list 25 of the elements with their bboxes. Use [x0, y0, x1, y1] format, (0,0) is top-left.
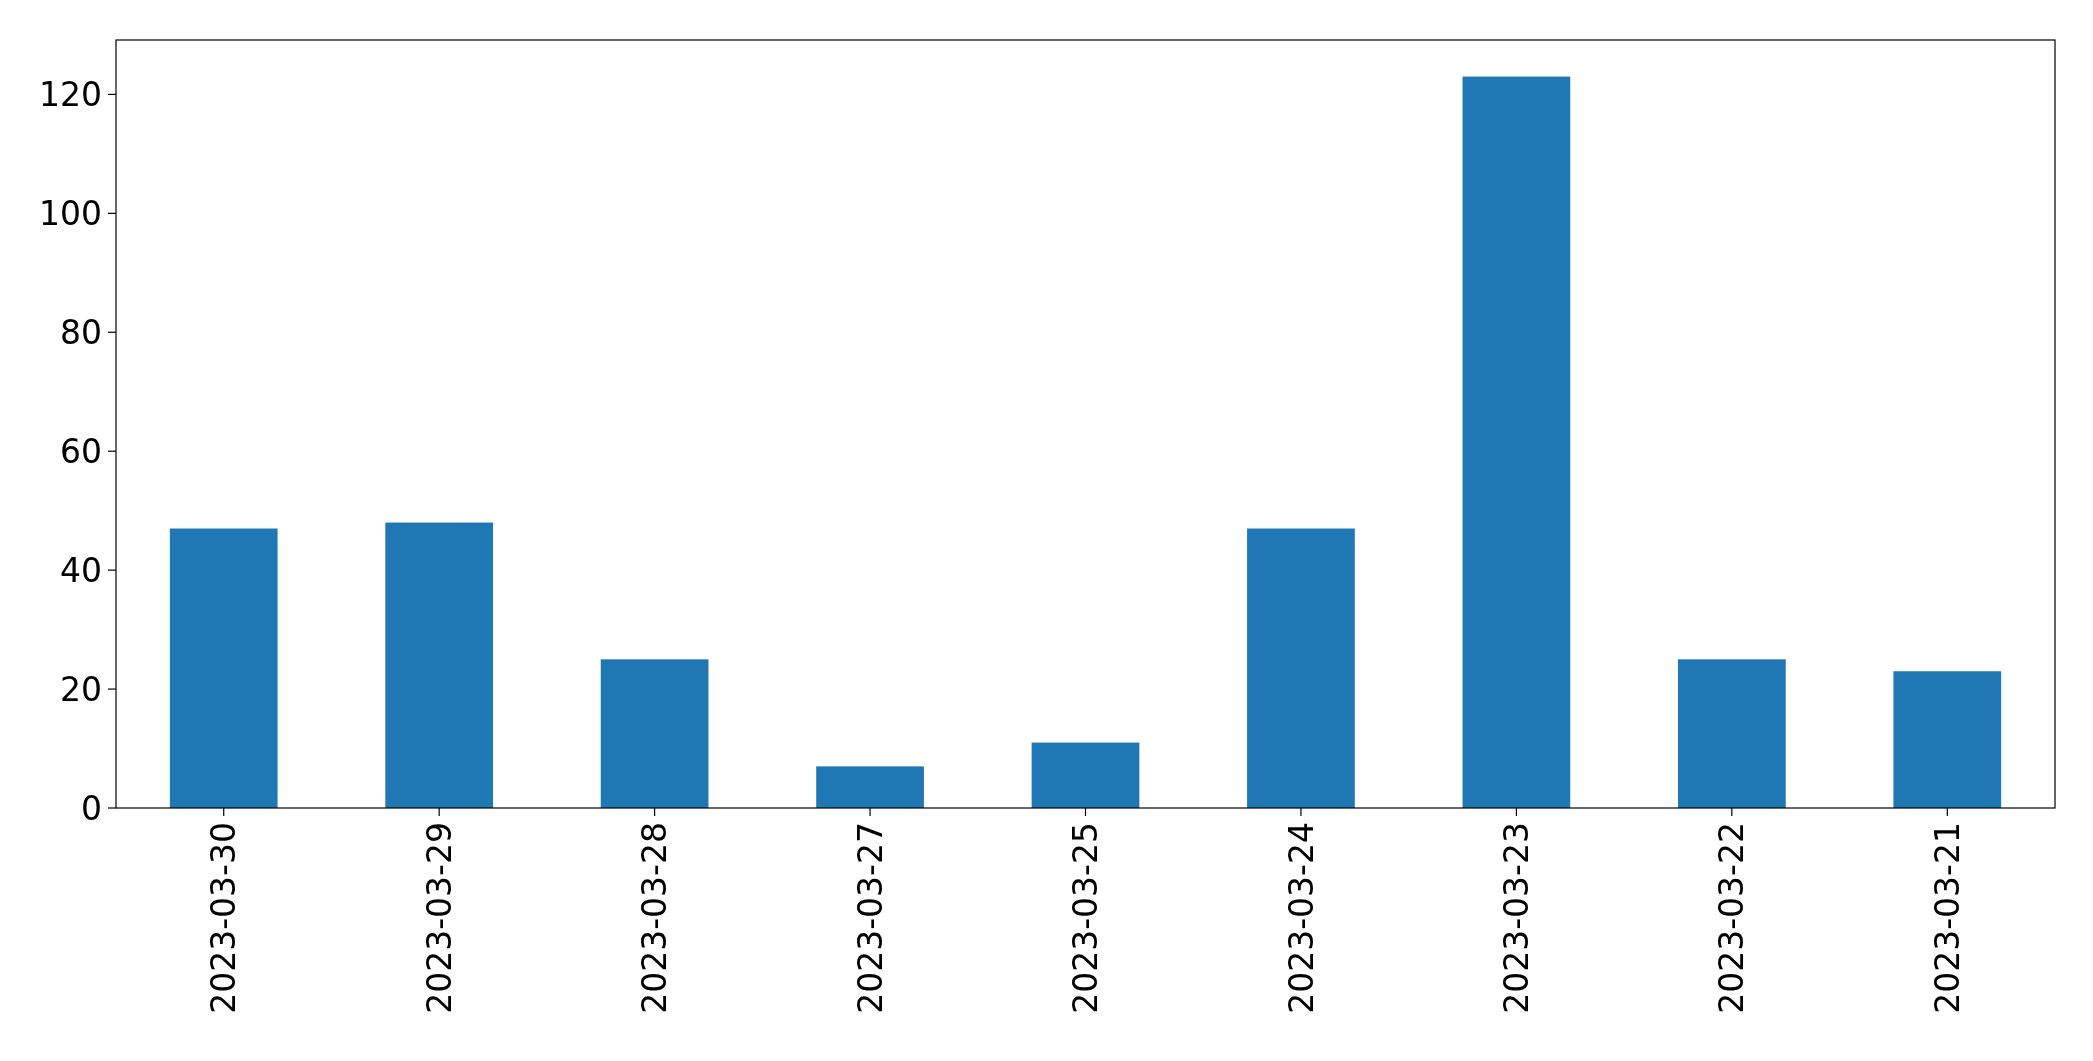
- bar: [816, 766, 924, 808]
- bar: [1031, 742, 1140, 808]
- x-tick-label: 2023-03-21: [1927, 822, 1967, 1014]
- bar: [600, 659, 709, 808]
- x-tick-label: 2023-03-22: [1712, 822, 1752, 1014]
- y-tick-label: 0: [81, 788, 102, 828]
- y-tick-label: 60: [60, 431, 102, 471]
- x-tick-label: 2023-03-28: [635, 822, 675, 1014]
- y-tick-label: 100: [39, 193, 102, 233]
- bar: [169, 528, 278, 808]
- y-tick-label: 120: [39, 74, 102, 114]
- x-tick-label: 2023-03-25: [1066, 822, 1106, 1014]
- x-tick-label: 2023-03-24: [1281, 822, 1321, 1014]
- y-tick-label: 40: [60, 550, 102, 590]
- x-tick-label: 2023-03-29: [419, 822, 459, 1014]
- x-tick-label: 2023-03-30: [204, 822, 244, 1014]
- y-tick-label: 80: [60, 312, 102, 352]
- y-tick-label: 20: [60, 669, 102, 709]
- bar: [1677, 659, 1786, 808]
- bar: [1247, 528, 1355, 808]
- bar: [385, 522, 494, 808]
- x-tick-label: 2023-03-27: [850, 822, 890, 1014]
- x-tick-label: 2023-03-23: [1496, 822, 1536, 1014]
- bar: [1462, 76, 1571, 808]
- bar: [1893, 671, 2002, 808]
